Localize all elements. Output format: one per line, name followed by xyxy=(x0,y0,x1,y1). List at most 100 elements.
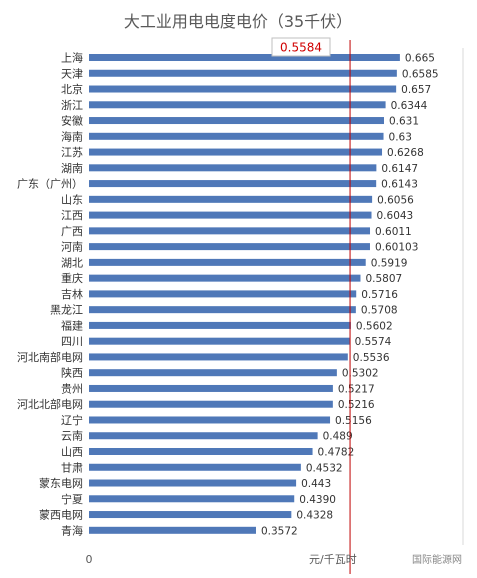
bar xyxy=(89,432,318,440)
bar xyxy=(89,274,361,282)
bar xyxy=(89,479,297,487)
value-label: 0.6043 xyxy=(377,210,414,222)
category-label: 江苏 xyxy=(61,146,83,159)
category-label: 甘肃 xyxy=(61,461,83,474)
category-label: 福建 xyxy=(61,318,83,332)
bar xyxy=(89,69,397,77)
category-label: 河北南部电网 xyxy=(17,350,83,364)
value-label: 0.5574 xyxy=(355,336,392,348)
value-label: 0.6585 xyxy=(402,68,439,80)
bar xyxy=(89,306,356,314)
value-label: 0.631 xyxy=(389,116,419,128)
bar xyxy=(89,211,372,219)
category-label: 北京 xyxy=(61,82,83,96)
bar xyxy=(89,448,313,455)
bar xyxy=(89,85,397,93)
value-label: 0.5919 xyxy=(371,257,408,269)
category-label: 四川 xyxy=(61,335,83,348)
bar xyxy=(89,117,384,125)
value-label: 0.4532 xyxy=(306,462,343,474)
value-label: 0.4328 xyxy=(296,510,333,522)
value-label: 0.5156 xyxy=(335,415,372,427)
category-label: 贵州 xyxy=(61,382,83,395)
chart-title: 大工业用电电度电价（35千伏） xyxy=(124,12,352,31)
value-label: 0.5807 xyxy=(365,273,402,285)
bar xyxy=(89,384,333,392)
value-label: 0.6344 xyxy=(391,100,428,112)
category-label: 河南 xyxy=(61,241,83,254)
bar xyxy=(89,148,383,156)
value-label: 0.6011 xyxy=(375,226,412,238)
value-label: 0.6268 xyxy=(387,147,424,159)
category-label: 蒙东电网 xyxy=(39,477,83,490)
bar xyxy=(89,180,377,188)
bar xyxy=(89,243,370,251)
bar xyxy=(89,400,333,408)
category-label: 湖北 xyxy=(61,256,83,269)
category-label: 海南 xyxy=(61,129,83,143)
category-label: 黑龙江 xyxy=(50,304,83,317)
bar xyxy=(89,227,371,235)
value-label: 0.4782 xyxy=(318,447,355,459)
value-label: 0.6143 xyxy=(381,179,418,191)
value-label: 0.5602 xyxy=(356,320,393,332)
category-label: 浙江 xyxy=(61,99,83,112)
bar xyxy=(89,164,377,172)
bar xyxy=(89,511,292,519)
value-label: 0.5708 xyxy=(361,305,398,317)
bar xyxy=(89,101,386,109)
bar xyxy=(89,195,373,203)
bars-group xyxy=(89,54,400,534)
bar xyxy=(89,321,351,329)
x-unit-label: 元/千瓦时 xyxy=(309,553,357,566)
reference-label: 0.5584 xyxy=(280,41,322,55)
value-label: 0.443 xyxy=(301,478,331,490)
value-label: 0.60103 xyxy=(375,242,418,254)
value-label: 0.665 xyxy=(405,53,435,65)
bar xyxy=(89,54,400,61)
value-label: 0.5216 xyxy=(338,399,375,411)
value-label: 0.6147 xyxy=(381,163,418,175)
category-label: 宁夏 xyxy=(61,492,83,506)
category-label: 安徽 xyxy=(61,114,83,128)
category-label: 辽宁 xyxy=(61,413,83,427)
category-label: 上海 xyxy=(61,51,83,65)
category-label: 重庆 xyxy=(61,271,83,285)
category-label: 广东（广州） xyxy=(17,178,83,191)
category-label: 江西 xyxy=(61,209,83,222)
category-label: 吉林 xyxy=(61,287,83,301)
category-label: 河北北部电网 xyxy=(17,397,83,411)
category-label: 湖南 xyxy=(61,162,83,175)
category-label: 云南 xyxy=(61,430,83,443)
value-label: 0.5217 xyxy=(338,383,375,395)
category-label: 青海 xyxy=(61,523,83,537)
value-label: 0.63 xyxy=(389,131,412,143)
category-label: 山西 xyxy=(61,446,83,459)
value-label: 0.3572 xyxy=(261,525,298,537)
value-label: 0.5302 xyxy=(342,368,379,380)
bar xyxy=(89,416,331,424)
bar xyxy=(89,290,357,298)
bar xyxy=(89,337,350,345)
value-label: 0.5536 xyxy=(353,352,390,364)
value-label: 0.657 xyxy=(401,84,431,96)
bar xyxy=(89,463,301,471)
reference-label-box xyxy=(271,37,331,57)
bar xyxy=(89,369,337,377)
category-label: 蒙西电网 xyxy=(39,509,83,522)
x-tick-zero: 0 xyxy=(86,553,93,566)
bar xyxy=(89,495,295,503)
labels-group: 上海 0.665 天津 0.6585 北京 0.657 浙江 0.6344 安徽 0.631 海南 0… xyxy=(17,51,439,538)
bar xyxy=(89,353,348,361)
category-label: 陕西 xyxy=(61,366,83,380)
category-label: 广西 xyxy=(61,225,83,238)
bar xyxy=(89,132,384,140)
value-label: 0.4390 xyxy=(299,494,336,506)
bar xyxy=(89,526,256,534)
watermark: 国际能源网 xyxy=(412,553,462,566)
value-label: 0.489 xyxy=(323,431,353,443)
value-label: 0.5716 xyxy=(361,289,398,301)
category-label: 天津 xyxy=(61,67,83,80)
bar xyxy=(89,258,366,266)
